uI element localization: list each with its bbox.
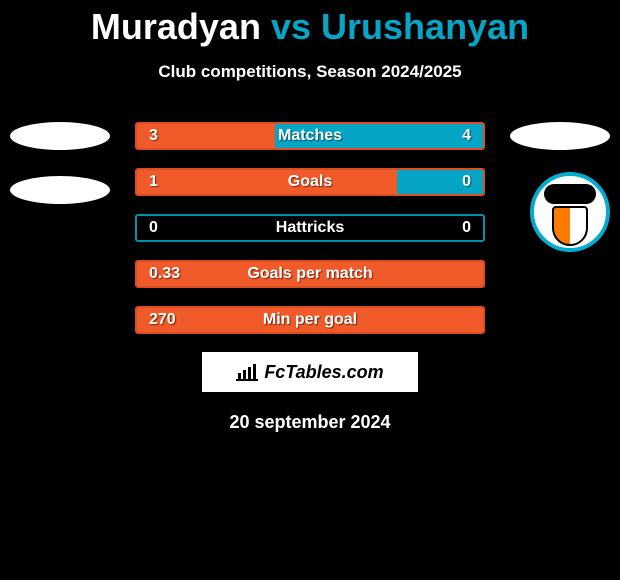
stat-row-matches: 3 Matches 4 bbox=[135, 122, 485, 150]
stat-row-goals-per-match: 0.33 Goals per match bbox=[135, 260, 485, 288]
vs-separator: vs bbox=[271, 6, 311, 47]
snapshot-date: 20 september 2024 bbox=[0, 412, 620, 433]
stat-label: Min per goal bbox=[263, 311, 357, 329]
stat-value-left: 1 bbox=[149, 173, 158, 191]
badge-top-stripe bbox=[544, 184, 596, 204]
badge-shield bbox=[552, 206, 588, 246]
stat-value-left: 3 bbox=[149, 127, 158, 145]
player1-name: Muradyan bbox=[91, 6, 261, 47]
subtitle: Club competitions, Season 2024/2025 bbox=[0, 62, 620, 82]
brand-text: FcTables.com bbox=[264, 362, 383, 383]
stat-value-right: 0 bbox=[462, 219, 471, 237]
stat-row-min-per-goal: 270 Min per goal bbox=[135, 306, 485, 334]
player2-avatar-placeholder bbox=[510, 122, 610, 150]
brand-box: FcTables.com bbox=[202, 352, 418, 392]
stat-bars-container: 3 Matches 4 1 Goals 0 0 Hattricks 0 0.33 Goals per… bbox=[135, 122, 485, 334]
brand-chart-icon bbox=[236, 363, 258, 381]
player1-avatar-placeholder-2 bbox=[10, 176, 110, 204]
stat-row-hattricks: 0 Hattricks 0 bbox=[135, 214, 485, 242]
stat-label: Goals bbox=[288, 173, 332, 191]
stat-label: Matches bbox=[278, 127, 342, 145]
stat-value-left: 0.33 bbox=[149, 265, 180, 283]
player2-club-badge bbox=[530, 172, 610, 252]
comparison-title: Muradyan vs Urushanyan bbox=[0, 0, 620, 48]
comparison-stage: 3 Matches 4 1 Goals 0 0 Hattricks 0 0.33 Goals per… bbox=[0, 122, 620, 433]
stat-label: Goals per match bbox=[247, 265, 372, 283]
stat-row-goals: 1 Goals 0 bbox=[135, 168, 485, 196]
player1-avatar-placeholder bbox=[10, 122, 110, 150]
stat-value-left: 270 bbox=[149, 311, 176, 329]
stat-label: Hattricks bbox=[276, 219, 344, 237]
stat-value-left: 0 bbox=[149, 219, 158, 237]
stat-value-right: 4 bbox=[462, 127, 471, 145]
stat-value-right: 0 bbox=[462, 173, 471, 191]
stat-fill-left bbox=[137, 170, 397, 194]
player2-name: Urushanyan bbox=[321, 6, 529, 47]
